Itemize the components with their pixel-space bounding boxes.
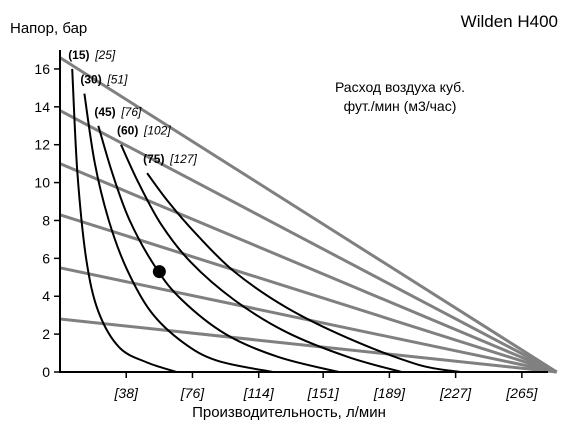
performance-curve-5 — [146, 172, 462, 373]
curve-label-italic-2: [51] — [106, 73, 128, 87]
x-tick-label: [227] — [439, 385, 472, 401]
y-tick-label: 8 — [42, 212, 50, 228]
x-tick-label: [76] — [180, 385, 205, 401]
y-tick-label: 14 — [34, 99, 50, 115]
axes — [59, 50, 548, 373]
x-axis-title: Производительность, л/мин — [192, 404, 386, 421]
chart-title: Wilden H400 — [460, 12, 558, 31]
x-tick-label: [114] — [243, 385, 275, 401]
curve-label-italic-1: [25] — [94, 48, 116, 62]
tick-labels: 0 2 4 6 8 10 12 14 16 [38] [76] [114] [151] [189] [227… — [34, 61, 538, 401]
y-tick-label: 0 — [42, 364, 50, 380]
y-tick-label: 6 — [42, 250, 50, 266]
curve-label-bold-3: (45) — [94, 105, 115, 119]
efficiency-line-3 — [59, 162, 558, 374]
y-tick-label: 12 — [34, 137, 50, 153]
curve-label-bold-5: (75) — [143, 152, 164, 166]
curve-label-bold-4: (60) — [117, 124, 138, 138]
curve-label-bold-1: (15) — [68, 48, 89, 62]
efficiency-line-1 — [59, 56, 558, 374]
efficiency-line-2 — [59, 109, 558, 374]
x-tick-label: [151] — [307, 385, 340, 401]
note-line-2: фут./мин (м3/час) — [343, 98, 457, 114]
efficiency-line-4 — [59, 213, 558, 374]
operating-point-marker — [152, 265, 166, 279]
curve-label-italic-3: [76] — [120, 105, 142, 119]
performance-curve-2 — [83, 93, 273, 373]
performance-curve-4 — [120, 144, 402, 373]
x-tick-label: [38] — [114, 385, 139, 401]
performance-curve-1 — [71, 68, 178, 373]
note-line-1: Расход воздуха куб. — [334, 79, 466, 95]
performance-curves — [71, 68, 462, 373]
x-tick-label: [265] — [505, 385, 538, 401]
curve-label-italic-4: [102] — [143, 124, 171, 138]
y-tick-label: 2 — [42, 326, 50, 342]
air-consumption-note: Расход воздуха куб. фут./мин (м3/час) — [300, 78, 500, 116]
performance-curve-3 — [97, 125, 340, 373]
x-tick-label: [189] — [373, 385, 406, 401]
efficiency-line-6 — [59, 317, 557, 374]
curve-label-italic-5: [127] — [169, 152, 197, 166]
curve-label-bold-2: (30) — [80, 73, 101, 87]
curve-labels: (15) [25] (30) [51] (45) [76] (60) [102] (75) [12… — [68, 48, 197, 166]
y-axis-title: Напор, бар — [10, 20, 88, 37]
y-tick-label: 10 — [34, 175, 50, 191]
y-tick-label: 16 — [34, 61, 50, 77]
y-tick-label: 4 — [42, 288, 50, 304]
marker-layer — [152, 265, 166, 279]
